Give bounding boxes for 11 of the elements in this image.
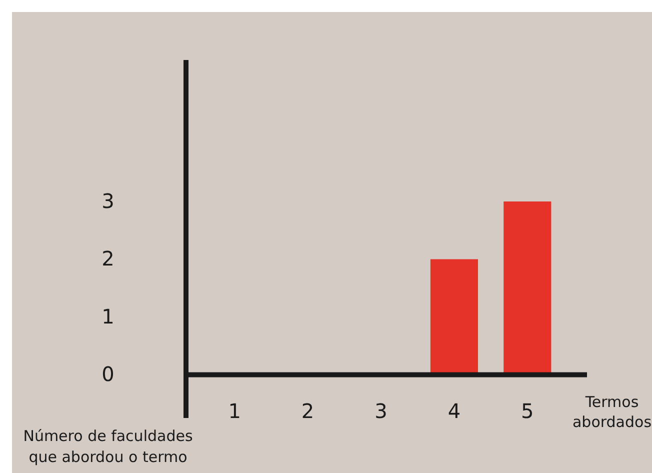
y-tick-label: 3 xyxy=(102,188,114,213)
x-tick-label: 2 xyxy=(301,399,314,423)
y-tick-label: 0 xyxy=(102,362,114,386)
x-tick-label: 5 xyxy=(521,399,534,423)
y-axis-title: Número de faculdades que abordou o termo xyxy=(23,427,193,466)
x-tick-label: 4 xyxy=(448,399,461,423)
x-tick-label: 3 xyxy=(374,399,388,423)
y-tick-label: 2 xyxy=(102,246,114,271)
y-tick-label: 1 xyxy=(102,304,114,328)
x-tick-label: 1 xyxy=(228,399,241,423)
x-axis-title: Termos abordados xyxy=(572,393,652,431)
